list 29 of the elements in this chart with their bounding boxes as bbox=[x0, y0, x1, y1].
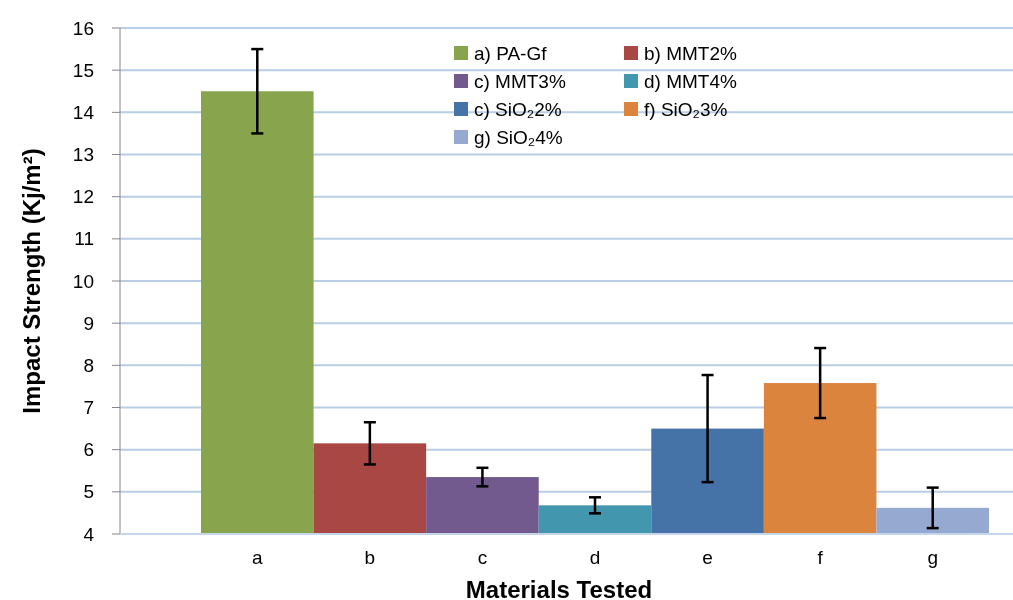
x-tick-label: g bbox=[927, 547, 938, 568]
y-tick-label: 15 bbox=[72, 59, 94, 81]
legend-label: f) SiO₂3% bbox=[644, 98, 728, 120]
y-tick-label: 12 bbox=[72, 186, 94, 208]
y-tick-label: 9 bbox=[83, 312, 94, 334]
y-tick-label: 11 bbox=[74, 228, 94, 250]
y-tick-label: 8 bbox=[83, 354, 94, 376]
legend-label: c) SiO₂2% bbox=[474, 98, 562, 120]
legend-label: a) PA-Gf bbox=[474, 42, 548, 64]
x-tick-label: b bbox=[364, 547, 376, 568]
legend-label: g) SiO₂4% bbox=[474, 126, 563, 148]
x-tick-label: c bbox=[477, 547, 488, 568]
y-tick-label: 7 bbox=[83, 397, 94, 419]
x-axis-title: Materials Tested bbox=[465, 576, 653, 600]
x-tick-label: d bbox=[589, 547, 601, 568]
x-tick-label: a bbox=[252, 547, 263, 568]
legend-label: d) MMT4% bbox=[644, 70, 737, 92]
x-tick-label: e bbox=[702, 547, 713, 568]
x-tick-label: f bbox=[817, 547, 824, 568]
y-tick-label: 4 bbox=[83, 523, 95, 545]
y-axis-title: Impact Strength (Kj/m²) bbox=[18, 148, 45, 414]
y-tick-label: 6 bbox=[83, 439, 94, 461]
y-tick-label: 10 bbox=[72, 270, 94, 292]
legend-label: c) MMT3% bbox=[474, 70, 566, 92]
y-tick-label: 5 bbox=[83, 481, 94, 503]
y-tick-label: 16 bbox=[72, 17, 94, 39]
legend-label: b) MMT2% bbox=[644, 42, 737, 64]
y-tick-label: 14 bbox=[72, 101, 95, 123]
y-tick-label: 13 bbox=[72, 144, 94, 166]
